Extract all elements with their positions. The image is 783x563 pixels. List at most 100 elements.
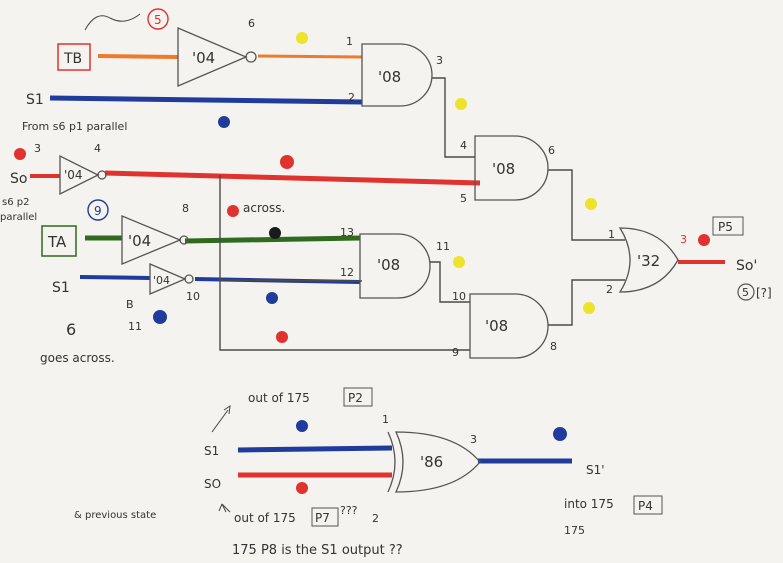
note-bottom-line: 175 P8 is the S1 output ?? (232, 543, 403, 558)
s1-top-label: S1 (26, 92, 44, 108)
and3-to-and4-wire (430, 261, 470, 303)
led-red-3 (276, 331, 288, 343)
gates (59, 27, 679, 493)
note-p7-top: [?] (756, 286, 772, 300)
ta-circle-num: 9 (94, 204, 102, 218)
tb-box (57, 43, 91, 71)
or-label: '32 (637, 252, 660, 270)
tb-circle (147, 8, 169, 30)
s1-top-blue-wire (49, 95, 363, 105)
pin-and3-in1: 13 (340, 226, 354, 239)
note-across: across. (243, 201, 285, 215)
pin-not-ta-out: 8 (182, 202, 189, 215)
pin-and1-in1: 1 (346, 35, 353, 48)
pin-not-s0-out: 4 (94, 142, 101, 155)
note-goes-across: goes across. (40, 351, 115, 365)
tb-orange-wire (97, 54, 179, 59)
or-gate (618, 227, 679, 293)
pin-and4-out: 8 (550, 340, 557, 353)
ta-box (41, 225, 77, 257)
and4-to-or-wire (548, 279, 625, 326)
pin-xor-in2: 2 (372, 512, 379, 525)
led-yellow-4 (453, 256, 465, 268)
p5-label: P5 (718, 220, 733, 234)
pin-numbers: 6 1 2 3 3 4 8 10 11 4 5 6 13 12 11 10 9 … (34, 17, 687, 525)
ta-label: TA (47, 233, 67, 251)
ta-circle (87, 199, 109, 221)
not-gate-ta (121, 215, 189, 265)
s0-across-wire (219, 175, 470, 351)
note-from-s6-p1: From s6 p1 parallel (22, 120, 127, 133)
sketch-arrows (84, 13, 231, 513)
note-s1-out-of: out of 175 (248, 391, 310, 405)
p2-box (343, 387, 373, 407)
output-circle-num: 5 (742, 286, 749, 299)
led-red-xor-in (296, 482, 308, 494)
not-tb-label: '04 (192, 49, 215, 67)
xor-gate (387, 431, 481, 493)
not-gate-s0 (59, 154, 107, 196)
output-circle (737, 283, 755, 301)
note-into: into 175 (564, 497, 614, 511)
led-yellow-5 (583, 302, 595, 314)
circled-numbers: 5 9 5 (87, 8, 755, 301)
xor-label: '86 (420, 453, 443, 471)
pin-and2-in1: 4 (460, 139, 467, 152)
pin-and2-out: 6 (548, 144, 555, 157)
led-yellow-3 (585, 198, 597, 210)
pin-and1-in2: 2 (348, 91, 355, 104)
pin-s0-in: 3 (34, 142, 41, 155)
note-qqq: ??? (340, 504, 358, 517)
pin-and3-out: 11 (436, 240, 450, 253)
and2-label: '08 (492, 160, 515, 178)
and1-to-and2-wire (432, 77, 475, 158)
led-blue-xor-in (296, 420, 308, 432)
pin-xor-in1: 1 (382, 413, 389, 426)
tb-label: TB (63, 51, 82, 67)
not-ta-label: '04 (128, 232, 151, 250)
led-black (269, 227, 281, 239)
pin-not-s1-in: 11 (128, 320, 142, 333)
xor-out-label: S1' (586, 463, 605, 477)
signal-wires (30, 54, 725, 478)
not-ta-green-wire (184, 235, 361, 244)
pin-xor-out: 3 (470, 433, 477, 446)
led-red-2 (227, 205, 239, 217)
not-s1-label: '04 (153, 274, 170, 287)
xor-s1-blue-wire (237, 445, 393, 453)
note-scribble: B (126, 298, 134, 311)
tb-circle-num: 5 (154, 13, 162, 27)
led-blue-xor-out (553, 427, 567, 441)
p5-box (712, 216, 744, 236)
and-gate-3 (359, 233, 431, 299)
p2-label: P2 (348, 391, 363, 405)
led-dots (14, 32, 710, 494)
led-red-1 (280, 155, 294, 169)
input-boxes: TB TA (41, 43, 91, 257)
not-s0-label: '04 (64, 168, 83, 182)
led-blue-3 (153, 310, 167, 324)
s0-label: So (10, 171, 27, 187)
or-output-label: So' (736, 258, 757, 274)
s1-mid-blue-wire-in (79, 275, 151, 280)
led-red-or (698, 234, 710, 246)
pin-and3-in2: 12 (340, 266, 354, 279)
pencil-arrow-icon (211, 404, 231, 433)
s1-mid-label: S1 (52, 280, 70, 296)
s0-up-arrow (218, 503, 231, 513)
led-yellow-2 (455, 98, 467, 110)
and4-label: '08 (485, 317, 508, 335)
pin-and4-in2: 9 (452, 346, 459, 359)
note-s6-p2: s6 p2 (2, 197, 29, 208)
p4-label: P4 (638, 499, 653, 513)
not-gate-tb (177, 27, 257, 87)
not-tb-orange-wire (257, 54, 363, 59)
note-175: 175 (564, 524, 585, 537)
pin-or-in2: 2 (606, 283, 613, 296)
p4-box (633, 495, 663, 515)
boxed-tag-labels: P5 P2 P7 P4 (315, 220, 733, 525)
note-s0-out-of: out of 175 (234, 511, 296, 525)
led-blue-1 (218, 116, 230, 128)
note-previous-state: & previous state (74, 510, 156, 521)
